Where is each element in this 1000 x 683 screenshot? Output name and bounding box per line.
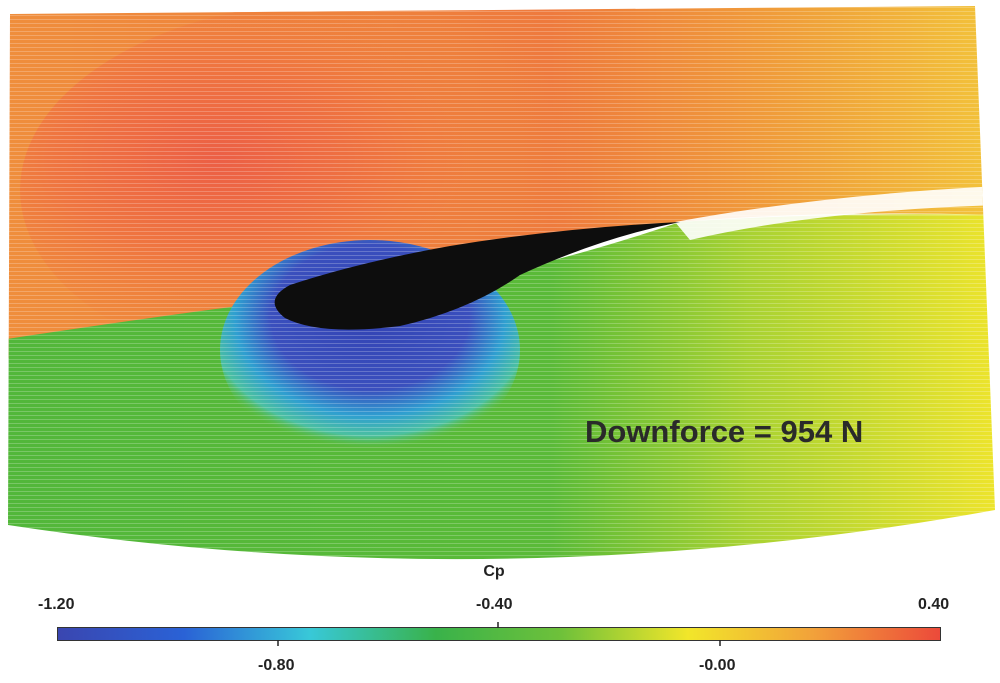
colorbar-tick-min: -1.20 — [38, 596, 75, 613]
colorbar-title: Cp — [483, 563, 505, 580]
colorbar-tick-lower-left: -0.80 — [258, 657, 295, 674]
wake — [675, 186, 995, 240]
downforce-annotation: Downforce = 954 N — [585, 414, 864, 449]
airfoil-shape — [274, 222, 680, 330]
colorbar — [57, 627, 941, 641]
colorbar-tick-lower-right: -0.00 — [699, 657, 736, 674]
colorbar-tick-max: 0.40 — [918, 596, 950, 613]
colorbar-tick-mid: -0.40 — [476, 596, 513, 613]
